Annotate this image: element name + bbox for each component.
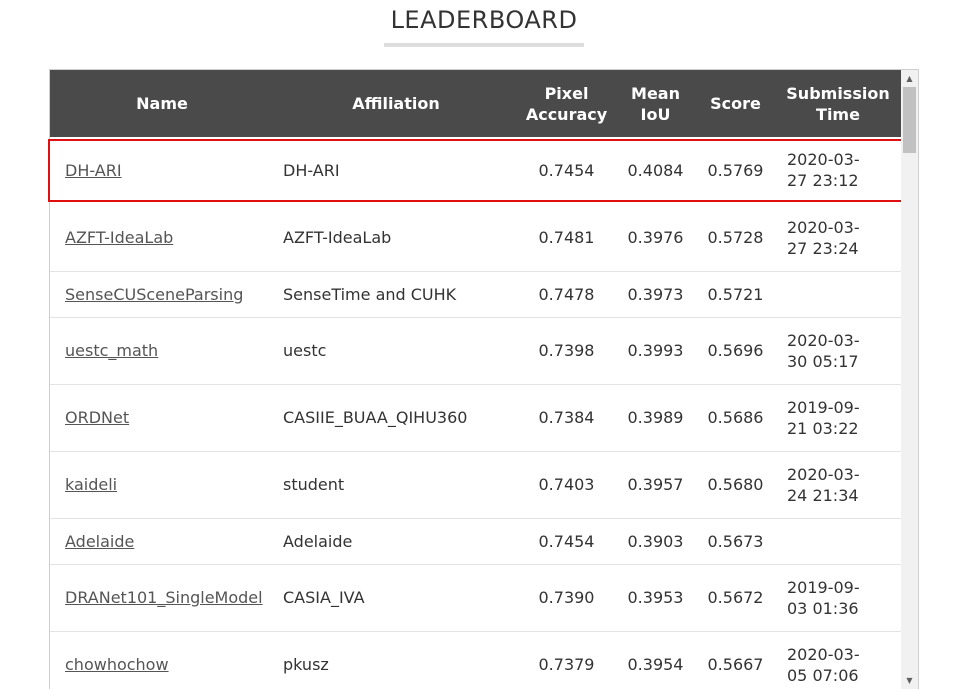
table-row: kaideli student 0.7403 0.3957 0.5680 202… <box>50 451 901 519</box>
entry-pixel-accuracy: 0.7398 <box>518 317 615 385</box>
entry-score: 0.5769 <box>707 160 764 180</box>
table-row: AZFT-IdeaLab AZFT-IdeaLab 0.7481 0.3976 … <box>50 204 901 272</box>
entry-score: 0.5696 <box>696 317 775 385</box>
entry-affiliation: AZFT-IdeaLab <box>274 204 518 272</box>
entry-mean-iou: 0.3973 <box>615 271 696 318</box>
entry-mean-iou: 0.3953 <box>615 564 696 632</box>
entry-affiliation: SenseTime and CUHK <box>274 271 518 318</box>
entry-pixel-accuracy: 0.7403 <box>518 451 615 519</box>
entry-mean-iou: 0.3957 <box>615 451 696 519</box>
entry-score: 0.5728 <box>696 204 775 272</box>
table-row: chowhochow pkusz 0.7379 0.3954 0.5667 20… <box>50 631 901 689</box>
entry-score: 0.5673 <box>696 518 775 565</box>
table-header-row: Name Affiliation Pixel Accuracy Mean IoU S… <box>50 70 901 137</box>
entry-submission-time: 2020-03- 27 23:12 <box>787 150 860 191</box>
entry-name-link[interactable]: Adelaide <box>65 531 135 551</box>
entry-submission-time: 2019-09- 21 03:22 <box>775 384 901 452</box>
column-header-name[interactable]: Name <box>136 94 188 113</box>
entry-score: 0.5667 <box>696 631 775 689</box>
entry-pixel-accuracy: 0.7478 <box>518 271 615 318</box>
entry-name-link[interactable]: SenseCUSceneParsing <box>65 284 244 304</box>
entry-pixel-accuracy: 0.7454 <box>518 518 615 565</box>
column-header-mean-iou[interactable]: Mean IoU <box>631 83 680 124</box>
column-header-score[interactable]: Score <box>710 94 761 113</box>
scroll-up-arrow-icon[interactable]: ▲ <box>906 74 913 83</box>
entry-submission-time: 2020-03- 24 21:34 <box>775 451 901 519</box>
table-row: DH-ARI DH-ARI 0.7454 0.4084 0.5769 2020-… <box>50 137 901 204</box>
entry-score: 0.5686 <box>696 384 775 452</box>
entry-affiliation: student <box>274 451 518 519</box>
table-row: DRANet101_SingleModel CASIA_IVA 0.7390 0… <box>50 564 901 632</box>
entry-affiliation: Adelaide <box>274 518 518 565</box>
entry-mean-iou: 0.3903 <box>615 518 696 565</box>
entry-pixel-accuracy: 0.7390 <box>518 564 615 632</box>
entry-mean-iou: 0.3976 <box>615 204 696 272</box>
entry-mean-iou: 0.3993 <box>615 317 696 385</box>
entry-score: 0.5672 <box>696 564 775 632</box>
table-row: ORDNet CASIIE_BUAA_QIHU360 0.7384 0.3989… <box>50 384 901 452</box>
column-header-submission-time[interactable]: Submission Time <box>786 83 890 124</box>
entry-pixel-accuracy: 0.7481 <box>518 204 615 272</box>
entry-submission-time: 2019-09- 03 01:36 <box>775 564 901 632</box>
table-row: SenseCUSceneParsing SenseTime and CUHK 0… <box>50 271 901 318</box>
leaderboard-table-container[interactable]: Name Affiliation Pixel Accuracy Mean IoU S… <box>49 69 919 689</box>
entry-mean-iou: 0.3954 <box>615 631 696 689</box>
vertical-scrollbar[interactable]: ▲ ▼ <box>901 70 918 689</box>
entry-name-link[interactable]: ORDNet <box>65 408 130 427</box>
entry-submission-time: 2020-03- 27 23:24 <box>775 204 901 272</box>
column-header-pixel-accuracy[interactable]: Pixel Accuracy <box>525 83 608 124</box>
scrollbar-thumb[interactable] <box>903 87 916 153</box>
entry-submission-time <box>775 271 901 318</box>
entry-name-link[interactable]: kaideli <box>65 475 118 494</box>
entry-score: 0.5680 <box>696 451 775 519</box>
entry-name-link[interactable]: chowhochow <box>65 655 169 674</box>
page-title: LEADERBOARD <box>390 6 578 34</box>
leaderboard-table: Name Affiliation Pixel Accuracy Mean IoU S… <box>50 70 901 689</box>
column-header-affiliation[interactable]: Affiliation <box>352 94 440 113</box>
entry-submission-time <box>775 518 901 565</box>
entry-name-link[interactable]: AZFT-IdeaLab <box>65 228 174 247</box>
entry-affiliation: uestc <box>274 317 518 385</box>
entry-mean-iou: 0.4084 <box>627 160 684 180</box>
scroll-down-arrow-icon[interactable]: ▼ <box>906 676 913 685</box>
entry-affiliation: CASIA_IVA <box>274 564 518 632</box>
entry-name-link[interactable]: DH-ARI <box>65 160 122 180</box>
entry-name-link[interactable]: DRANet101_SingleModel <box>65 588 263 607</box>
entry-submission-time: 2020-03- 30 05:17 <box>775 317 901 385</box>
entry-pixel-accuracy: 0.7454 <box>538 160 595 180</box>
entry-affiliation: DH-ARI <box>283 160 340 180</box>
title-underline <box>384 43 584 47</box>
entry-score: 0.5721 <box>696 271 775 318</box>
entry-mean-iou: 0.3989 <box>615 384 696 452</box>
entry-name-link[interactable]: uestc_math <box>65 341 159 360</box>
entry-submission-time: 2020-03- 05 07:06 <box>775 631 901 689</box>
table-row: Adelaide Adelaide 0.7454 0.3903 0.5673 <box>50 518 901 565</box>
entry-pixel-accuracy: 0.7384 <box>518 384 615 452</box>
entry-affiliation: CASIIE_BUAA_QIHU360 <box>274 384 518 452</box>
entry-affiliation: pkusz <box>274 631 518 689</box>
table-row: uestc_math uestc 0.7398 0.3993 0.5696 20… <box>50 317 901 385</box>
entry-pixel-accuracy: 0.7379 <box>518 631 615 689</box>
